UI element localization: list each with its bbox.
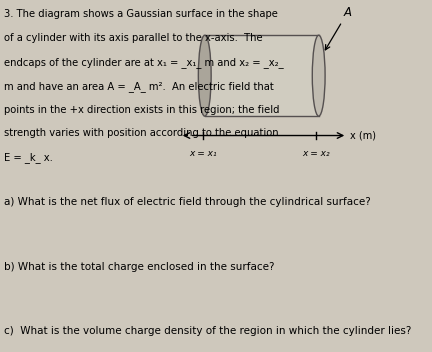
Text: endcaps of the cylinder are at x₁ = _x₁_ m and x₂ = _x₂_: endcaps of the cylinder are at x₁ = _x₁_… xyxy=(3,57,283,68)
Polygon shape xyxy=(205,35,319,116)
Text: x (m): x (m) xyxy=(350,131,376,140)
Text: strength varies with position according to the equation: strength varies with position according … xyxy=(3,128,278,138)
Text: of a cylinder with its axis parallel to the x-axis.  The: of a cylinder with its axis parallel to … xyxy=(3,33,262,43)
Text: c)  What is the volume charge density of the region in which the cylinder lies?: c) What is the volume charge density of … xyxy=(3,326,411,335)
Text: E = _k_ x.: E = _k_ x. xyxy=(3,152,52,163)
Ellipse shape xyxy=(312,35,325,116)
Ellipse shape xyxy=(198,35,211,116)
Text: x = x₁: x = x₁ xyxy=(189,149,217,158)
Text: A: A xyxy=(325,6,352,50)
Text: x = x₂: x = x₂ xyxy=(302,149,330,158)
Text: b) What is the total charge enclosed in the surface?: b) What is the total charge enclosed in … xyxy=(3,262,274,272)
Text: points in the +x direction exists in this region; the field: points in the +x direction exists in thi… xyxy=(3,105,279,114)
Text: 3. The diagram shows a Gaussian surface in the shape: 3. The diagram shows a Gaussian surface … xyxy=(3,9,277,19)
Text: m and have an area A = _A_ m².  An electric field that: m and have an area A = _A_ m². An electr… xyxy=(3,81,273,92)
Text: a) What is the net flux of electric field through the cylindrical surface?: a) What is the net flux of electric fiel… xyxy=(3,197,370,207)
